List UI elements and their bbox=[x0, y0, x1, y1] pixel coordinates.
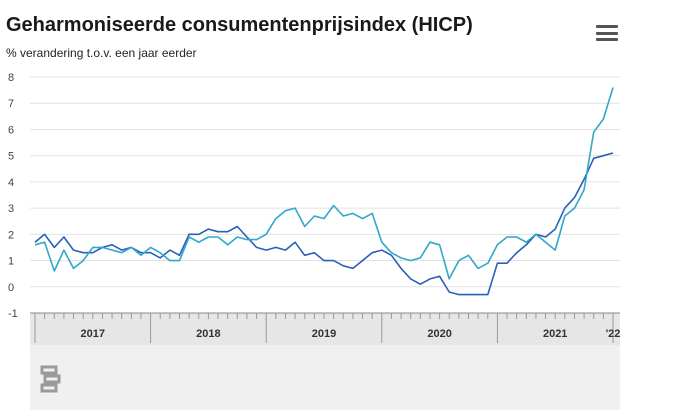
menu-bar bbox=[596, 31, 618, 35]
x-axis-band: 2017 2018 2019 2020 2021 '22 bbox=[30, 312, 621, 345]
y-tick-label: 2 bbox=[8, 229, 14, 241]
y-tick-label: 7 bbox=[8, 98, 14, 110]
y-axis-ticks: 8 7 6 5 4 3 2 1 0 -1 bbox=[8, 72, 18, 320]
y-tick-label: 3 bbox=[8, 203, 14, 215]
x-tick-label: 2019 bbox=[312, 328, 336, 340]
x-tick-label: 2017 bbox=[81, 328, 105, 340]
series-line-2 bbox=[34, 87, 614, 280]
y-tick-label: -1 bbox=[8, 308, 18, 320]
cbs-logo-icon bbox=[40, 365, 61, 393]
axis-band-background bbox=[30, 313, 620, 345]
y-tick-label: 8 bbox=[8, 72, 14, 84]
x-tick-label: 2021 bbox=[543, 328, 567, 340]
y-tick-label: 5 bbox=[8, 151, 14, 163]
y-tick-label: 6 bbox=[8, 124, 14, 136]
hamburger-menu-icon[interactable] bbox=[596, 24, 618, 42]
series-line-1 bbox=[34, 152, 614, 296]
menu-bar bbox=[596, 25, 618, 28]
chart-subtitle: % verandering t.o.v. een jaar eerder bbox=[6, 46, 197, 60]
x-tick-label: 2020 bbox=[427, 328, 451, 340]
navigator-panel bbox=[30, 345, 620, 410]
y-tick-label: 1 bbox=[8, 256, 14, 268]
x-tick-label: '22 bbox=[606, 328, 621, 340]
grid-lines bbox=[30, 76, 620, 314]
line-chart: 8 7 6 5 4 3 2 1 0 -1 2017 2018 2019 2020 2021 '22 bbox=[8, 72, 621, 345]
x-tick-label: 2018 bbox=[196, 328, 220, 340]
menu-bar bbox=[596, 38, 618, 41]
page-title: Geharmoniseerde consumentenprijsindex (H… bbox=[6, 14, 473, 36]
series-lines bbox=[34, 87, 614, 296]
y-tick-label: 0 bbox=[8, 282, 14, 294]
y-tick-label: 4 bbox=[8, 177, 14, 189]
